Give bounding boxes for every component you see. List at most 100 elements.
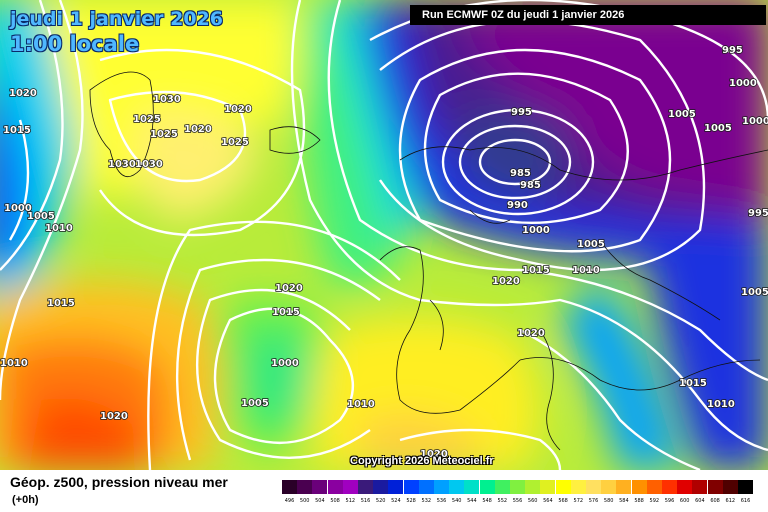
scale-swatch <box>434 480 449 494</box>
scale-tick-label: 592 <box>649 498 660 504</box>
pressure-label: 1015 <box>47 298 75 309</box>
pressure-label: 1010 <box>572 265 600 276</box>
pressure-label: 1010 <box>707 399 735 410</box>
forecast-date: jeudi 1 janvier 2026 <box>10 8 223 30</box>
scale-tick-label: 504 <box>315 498 325 504</box>
scale-tick-label: 612 <box>725 498 736 504</box>
pressure-label: 1000 <box>271 358 299 369</box>
scale-swatch <box>662 480 677 494</box>
pressure-label: 990 <box>507 200 528 211</box>
scale-swatch <box>510 480 525 494</box>
run-banner: Run ECMWF 0Z du jeudi 1 janvier 2026 <box>410 5 766 25</box>
scale-swatch <box>601 480 617 494</box>
forecast-time: 1:00 locale <box>10 32 140 56</box>
pressure-label: 1020 <box>224 104 252 115</box>
scale-tick-label: 528 <box>406 498 416 504</box>
scale-tick-label: 604 <box>695 498 705 504</box>
scale-tick-label: 524 <box>391 498 401 504</box>
scale-tick-label: 600 <box>679 498 690 504</box>
pressure-label: 985 <box>520 180 541 191</box>
scale-tick-label: 548 <box>482 498 492 504</box>
pressure-label: 1025 <box>133 114 161 125</box>
pressure-label: 1020 <box>184 124 212 135</box>
geopotential-map: 995 1000 1000 1005 1005 995 985 985 990 … <box>0 0 768 470</box>
scale-swatch <box>646 480 662 494</box>
color-field <box>0 0 768 470</box>
scale-swatch <box>464 480 480 494</box>
pressure-label: 1005 <box>668 109 696 120</box>
scale-tick-label: 564 <box>543 498 553 504</box>
pressure-label: 1020 <box>9 88 37 99</box>
pressure-label: 1005 <box>27 211 55 222</box>
scale-tick-label: 608 <box>710 498 720 504</box>
scale-tick-label: 496 <box>284 498 295 504</box>
scale-swatch <box>738 480 753 494</box>
scale-swatch <box>586 480 601 494</box>
pressure-label: 1025 <box>150 129 178 140</box>
scale-swatch <box>707 480 723 494</box>
scale-tick-label: 576 <box>588 498 599 504</box>
scale-tick-label: 580 <box>603 498 614 504</box>
pressure-label: 1020 <box>275 283 303 294</box>
scale-swatch <box>388 480 404 494</box>
field-label: Géop. z500, pression niveau mer <box>10 474 228 490</box>
scale-tick-label: 508 <box>330 498 340 504</box>
scale-swatch <box>282 480 297 494</box>
scale-swatch <box>692 480 708 494</box>
scale-tick-label: 516 <box>360 498 371 504</box>
scale-tick-label: 532 <box>421 498 432 504</box>
scale-swatch <box>722 480 738 494</box>
scale-swatch <box>312 480 328 494</box>
scale-swatch <box>479 480 495 494</box>
scale-swatch <box>373 480 389 494</box>
pressure-label: 1000 <box>742 116 768 127</box>
pressure-label: 1030 <box>108 159 136 170</box>
scale-swatch <box>677 480 693 494</box>
pressure-label: 1005 <box>577 239 605 250</box>
pressure-label: 1000 <box>522 225 550 236</box>
pressure-label: 1030 <box>153 94 181 105</box>
scale-swatch <box>540 480 556 494</box>
scale-swatch <box>297 480 313 494</box>
pressure-label: 1010 <box>347 399 375 410</box>
scale-tick-label: 536 <box>436 498 447 504</box>
pressure-label: 1020 <box>420 449 448 460</box>
pressure-label: 1015 <box>272 307 300 318</box>
pressure-label: 1000 <box>729 78 757 89</box>
pressure-label: 1025 <box>221 137 249 148</box>
scale-tick-label: 596 <box>664 498 675 504</box>
pressure-label: 1010 <box>45 223 73 234</box>
lead-time: (+0h) <box>12 494 39 506</box>
scale-tick-label: 520 <box>375 498 386 504</box>
scale-swatch <box>342 480 358 494</box>
pressure-labels: 995 1000 1000 1005 1005 995 985 985 990 … <box>0 44 768 461</box>
pressure-label: 1015 <box>679 378 707 389</box>
pressure-label: 1020 <box>100 411 128 422</box>
pressure-label: 1005 <box>704 123 732 134</box>
pressure-label: 1015 <box>3 125 31 136</box>
scale-swatch <box>555 480 571 494</box>
pressure-label: 1030 <box>135 159 163 170</box>
scale-swatch <box>327 480 343 494</box>
scale-swatch <box>525 480 541 494</box>
pressure-label: 985 <box>510 168 531 179</box>
scale-tick-label: 584 <box>619 498 629 504</box>
scale-swatch <box>616 480 632 494</box>
copyright-notice: Copyright 2026 Meteociel.fr <box>350 455 494 467</box>
pressure-label: 1005 <box>741 287 768 298</box>
coastlines <box>89 71 768 451</box>
scale-swatch <box>631 480 647 494</box>
scale-tick-label: 560 <box>527 498 538 504</box>
pressure-label: 1020 <box>492 276 520 287</box>
scale-swatch <box>449 480 465 494</box>
scale-tick-label: 512 <box>345 498 356 504</box>
scale-tick-label: 540 <box>451 498 462 504</box>
pressure-label: 1000 <box>4 203 32 214</box>
pressure-label: 995 <box>511 107 532 118</box>
pressure-label: 995 <box>722 45 743 56</box>
pressure-label: 1010 <box>0 358 28 369</box>
pressure-label: 1015 <box>522 265 550 276</box>
pressure-label: 995 <box>748 208 768 219</box>
scale-tick-label: 552 <box>497 498 508 504</box>
